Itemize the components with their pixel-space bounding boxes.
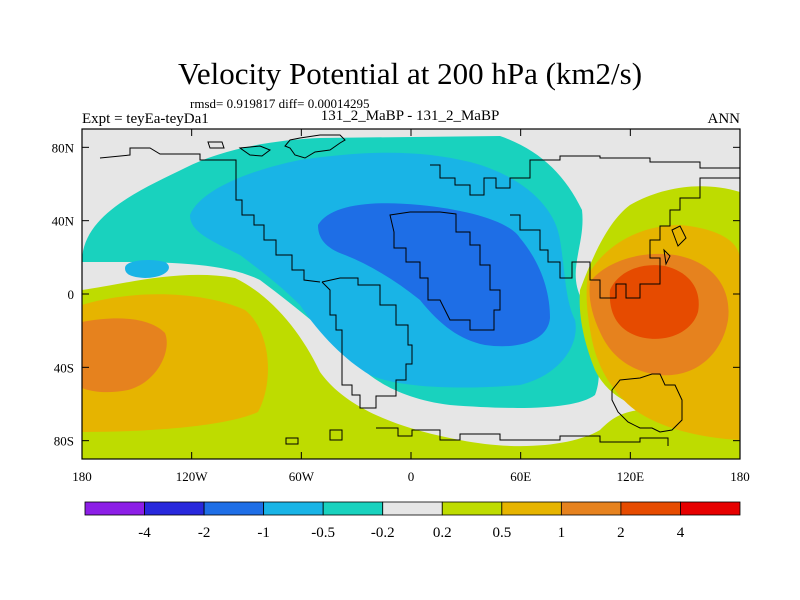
colorbar-label: 4 — [677, 525, 685, 541]
colorbar-swatch — [322, 501, 384, 516]
colorbar-swatch — [620, 501, 681, 516]
axis-ticks: 180 120W 60W 0 60E 120E 180 80N 40N 0 40S 80S — [52, 129, 750, 484]
x-tick-label: 60E — [510, 469, 531, 484]
coastline-japan-islands — [663, 225, 687, 266]
colorbar-label: -0.5 — [311, 525, 335, 541]
coastline-south-america — [321, 277, 413, 409]
colorbar-swatch — [501, 501, 562, 516]
coastline-arctic-islands — [207, 141, 272, 157]
chart-title: Velocity Potential at 200 hPa (km2/s) — [178, 56, 642, 91]
coastline-india-seasia — [510, 177, 740, 299]
colorbar-swatch — [382, 501, 443, 516]
coastline-australia — [611, 373, 683, 433]
colorbar: -4 -2 -1 -0.5 -0.2 0.2 0.5 1 2 4 — [84, 501, 741, 541]
x-tick-label: 120W — [176, 469, 209, 484]
region-cyan-blob — [125, 260, 169, 278]
x-tick-label: 120E — [617, 469, 645, 484]
region-darkorange-west — [82, 318, 167, 393]
colorbar-label: -2 — [198, 525, 211, 541]
colorbar-swatch — [203, 501, 265, 516]
x-tick-label: 0 — [408, 469, 415, 484]
colorbar-swatch — [263, 501, 324, 516]
map-field — [82, 129, 740, 459]
colorbar-label: 0.2 — [433, 525, 452, 541]
region-red-east — [609, 265, 699, 339]
colorbar-swatch — [560, 501, 622, 516]
colorbar-label: 0.5 — [492, 525, 511, 541]
x-tick-label: 180 — [72, 469, 92, 484]
colorbar-swatch — [144, 501, 205, 516]
region-blue-main — [318, 203, 550, 347]
experiment-label: Expt = teyEa-teyDa1 — [82, 111, 209, 127]
y-tick-label: 80S — [54, 434, 74, 449]
coastline-europe-asia — [430, 155, 740, 196]
colorbar-label: -0.2 — [371, 525, 395, 541]
colorbar-label: -1 — [257, 525, 270, 541]
y-tick-label: 0 — [68, 287, 75, 302]
colorbar-label: -4 — [138, 525, 151, 541]
coastline-antarctica — [285, 427, 669, 446]
colorbar-swatch — [84, 501, 145, 516]
y-tick-label: 40S — [54, 360, 74, 375]
colorbar-swatch — [441, 501, 503, 516]
x-tick-label: 60W — [289, 469, 315, 484]
y-tick-label: 80N — [52, 140, 75, 155]
season-label: ANN — [708, 111, 741, 127]
colorbar-label: 2 — [617, 525, 625, 541]
stats-label: rmsd= 0.919817 diff= 0.00014295 — [190, 96, 369, 111]
coastline-north-america — [99, 147, 321, 283]
colorbar-swatch — [680, 501, 741, 516]
x-tick-label: 180 — [730, 469, 750, 484]
y-tick-label: 40N — [52, 214, 75, 229]
colorbar-label: 1 — [558, 525, 566, 541]
coastline-greenland — [284, 134, 346, 159]
coastline-africa — [389, 211, 501, 331]
coastlines — [99, 134, 740, 446]
case-label: 131_2_MaBP - 131_2_MaBP — [321, 108, 500, 124]
